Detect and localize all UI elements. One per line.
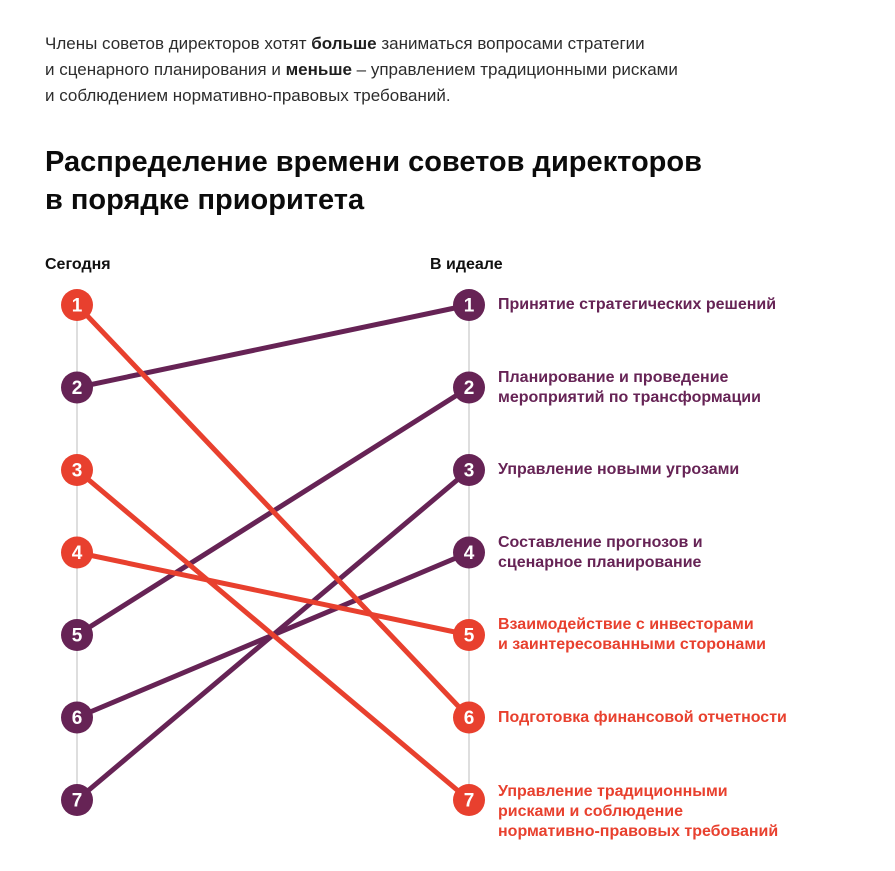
column-header-today: Сегодня [45, 256, 111, 273]
rank-number-ideal-3: 3 [464, 461, 475, 482]
rank-number-today-1: 1 [72, 296, 83, 317]
rank-number-ideal-4: 4 [464, 543, 475, 564]
rank-circle-ideal-1 [453, 289, 485, 321]
slope-line-ideal-7 [75, 468, 471, 802]
rank-number-today-2: 2 [72, 378, 83, 399]
rank-circle-today-6 [61, 701, 93, 734]
rank-circle-ideal-4 [453, 536, 485, 569]
intro-line-2: и сценарного планирования и меньше – упр… [45, 57, 678, 83]
intro-text: и соблюдением нормативно-правовых требов… [45, 86, 451, 105]
rank-circle-ideal-5 [453, 619, 485, 651]
item-label-ideal-5: Взаимодействие с инвесторами и заинтересо… [498, 616, 766, 653]
rank-circle-ideal-2 [453, 371, 485, 404]
slope-line-ideal-1 [76, 302, 470, 390]
rank-circle-ideal-7 [453, 784, 485, 816]
rank-circle-today-3 [61, 454, 93, 486]
intro-text: Члены советов директоров хотят [45, 34, 312, 53]
rank-circle-ideal-3 [453, 454, 485, 486]
slope-line-ideal-6 [75, 303, 471, 720]
rank-circle-today-7 [61, 784, 93, 816]
intro-text: – управлением традиционными рисками [351, 60, 678, 79]
intro-text: заниматься вопросами стратегии [376, 34, 645, 53]
item-label-ideal-3: Управление новыми угрозами [498, 461, 740, 478]
intro-bold-word: меньше [285, 60, 352, 79]
rank-circle-today-2 [61, 371, 93, 404]
rank-number-ideal-1: 1 [464, 296, 475, 317]
rank-circle-ideal-6 [453, 701, 485, 734]
column-header-ideal: В идеале [430, 256, 503, 273]
rank-number-today-7: 7 [72, 791, 83, 812]
intro-text: и сценарного планирования и [45, 60, 286, 79]
intro-paragraph: Члены советов директоров хотят больше за… [45, 31, 678, 109]
chart-title-line-2: в порядке приоритета [45, 184, 365, 216]
intro-line-1: Члены советов директоров хотят больше за… [45, 31, 678, 57]
intro-bold-word: больше [311, 34, 377, 53]
rank-number-ideal-6: 6 [464, 708, 475, 729]
rank-number-today-4: 4 [72, 543, 83, 564]
item-label-ideal-6: Подготовка финансовой отчетности [498, 708, 787, 726]
rank-circle-today-1 [61, 289, 93, 321]
item-label-ideal-2: Планирование и проведение мероприятий по … [498, 368, 761, 406]
slope-line-ideal-5 [76, 550, 470, 638]
item-label-ideal-4: Составление прогнозов и сценарное планиро… [498, 533, 703, 571]
item-label-ideal-1: Принятие стратегических решений [498, 296, 777, 313]
rank-circle-today-5 [61, 619, 93, 651]
item-label-ideal-7: Управление традиционными рисками и соблюд… [498, 783, 779, 840]
rank-number-ideal-2: 2 [464, 378, 475, 399]
rank-number-ideal-5: 5 [464, 626, 475, 647]
intro-line-3: и соблюдением нормативно-правовых требов… [45, 83, 678, 109]
chart-title-line-1: Распределение времени советов директоров [45, 146, 702, 178]
chart-title: Распределение времени советов директоров… [45, 143, 702, 219]
rank-number-ideal-7: 7 [464, 791, 475, 812]
rank-number-today-6: 6 [72, 708, 83, 729]
rank-number-today-3: 3 [72, 461, 83, 482]
rank-number-today-5: 5 [72, 626, 83, 647]
rank-circle-today-4 [61, 536, 93, 569]
